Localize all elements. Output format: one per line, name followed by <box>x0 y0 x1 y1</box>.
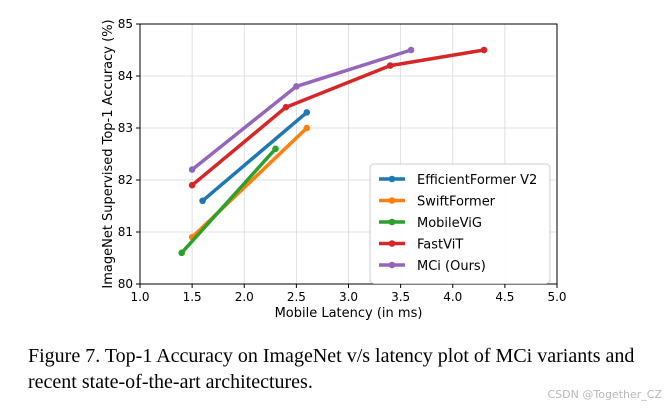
legend-label: MCi (Ours) <box>417 259 486 274</box>
series-line <box>190 48 413 172</box>
x-tick-label: 2.0 <box>235 290 254 304</box>
grid-lines <box>139 23 558 285</box>
series-mobilevig <box>178 145 279 257</box>
legend-label: FastViT <box>417 238 463 253</box>
y-tick-label: 81 <box>118 225 133 239</box>
accuracy-latency-chart: 1.0 1.5 2.0 2.5 3.0 3.5 4.0 4.5 5.0808182838485 … <box>101 17 567 321</box>
series-fastvit <box>188 46 488 189</box>
series-mci-ours <box>188 46 415 173</box>
legend-marker <box>388 261 396 269</box>
data-point <box>188 166 196 173</box>
series-line <box>190 48 486 187</box>
watermark: CSDN @Together_CZ <box>547 388 662 401</box>
legend-marker <box>388 218 396 226</box>
data-point <box>293 83 300 90</box>
x-axis-label: Mobile Latency (in ms) <box>275 306 423 321</box>
data-point <box>178 249 185 257</box>
y-axis-label: ImageNet Supervised Top-1 Accuracy (%) <box>101 19 116 288</box>
data-point <box>386 62 394 69</box>
axis-ticks: 1.0 1.5 2.0 2.5 3.0 3.5 4.0 4.5 5.0 80 81 82 83 84 85 <box>118 17 567 304</box>
y-tick-label: 80 <box>118 277 133 291</box>
legend-box <box>369 163 551 284</box>
data-point <box>282 103 290 111</box>
x-tick-label: 4.0 <box>443 290 462 304</box>
legend-marker <box>388 240 396 247</box>
data-point <box>303 109 311 116</box>
data-point <box>199 197 206 205</box>
legend-label: EfficientFormer V2 <box>417 173 537 188</box>
y-tick-label: 84 <box>118 69 133 83</box>
x-tick-label: 3.0 <box>339 290 358 304</box>
legend-label: SwiftFormer <box>417 195 496 210</box>
legend-marker <box>388 175 396 183</box>
y-tick-label: 85 <box>118 17 133 31</box>
legend: EfficientFormer V2 SwiftFormer MobileViG Fa… <box>369 163 551 284</box>
data-point <box>272 145 279 153</box>
x-tick-label: 5.0 <box>547 290 566 304</box>
series-layer <box>178 46 488 257</box>
legend-marker <box>388 197 396 204</box>
y-tick-label: 82 <box>118 173 133 187</box>
x-tick-label: 2.5 <box>287 290 306 304</box>
data-point <box>303 124 311 132</box>
series-efficientformer-v2 <box>199 109 311 205</box>
x-tick-label: 1.0 <box>130 290 149 304</box>
x-tick-label: 3.5 <box>391 290 410 304</box>
legend-label: MobileViG <box>417 216 482 231</box>
y-tick-label: 83 <box>118 121 133 135</box>
series-line <box>179 147 278 255</box>
data-point <box>480 46 488 54</box>
x-tick-label: 1.5 <box>183 290 202 304</box>
x-tick-label: 4.5 <box>495 290 514 304</box>
figure-caption: Figure 7. Top-1 Accuracy on ImageNet v/s… <box>28 345 635 393</box>
data-point <box>407 46 415 54</box>
data-point <box>188 181 196 189</box>
series-line <box>200 110 309 203</box>
